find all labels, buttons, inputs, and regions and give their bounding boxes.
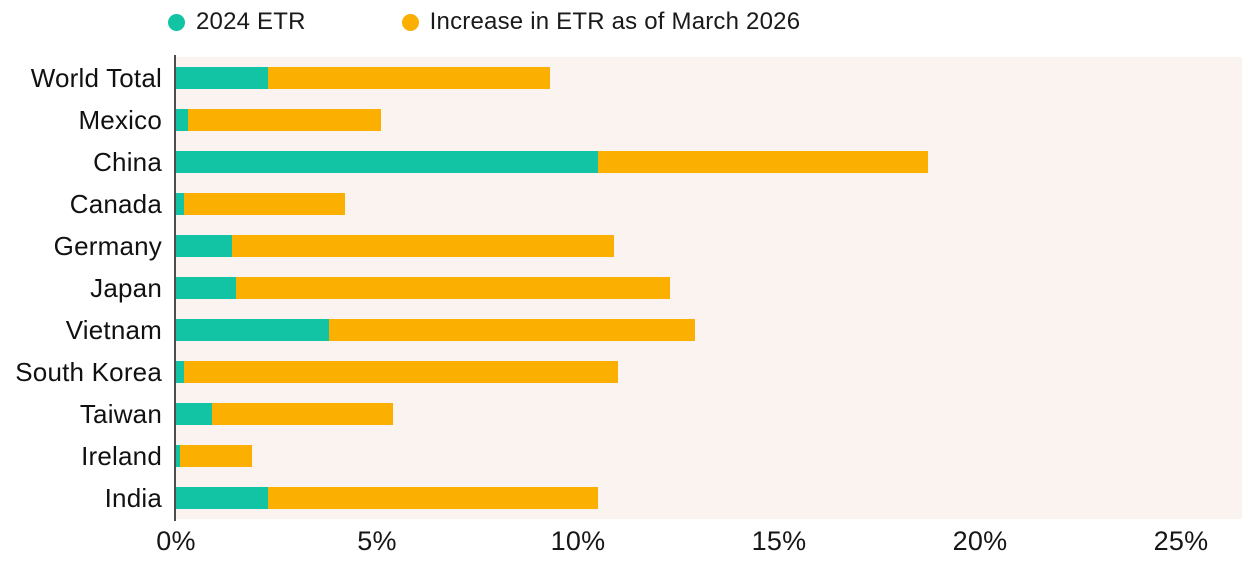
bar-segment-increase-in-etr-as-of-march-2026 <box>188 109 381 131</box>
chart-row-taiwan: Taiwan <box>0 393 1242 435</box>
bar-segment-2024-etr <box>176 403 213 425</box>
stacked-bar <box>176 487 599 509</box>
stacked-bar <box>176 445 253 467</box>
bar-segment-increase-in-etr-as-of-march-2026 <box>328 319 695 341</box>
chart-row-world-total: World Total <box>0 57 1242 99</box>
stacked-bar <box>176 151 928 173</box>
legend-label-2024-etr: 2024 ETR <box>196 8 306 35</box>
chart-row-mexico: Mexico <box>0 99 1242 141</box>
chart-row-south-korea: South Korea <box>0 351 1242 393</box>
category-label: Ireland <box>81 440 162 471</box>
bar-rows: World Total Mexico China Canada Germany Japan… <box>0 57 1242 519</box>
bar-segment-increase-in-etr-as-of-march-2026 <box>212 403 394 425</box>
bar-segment-increase-in-etr-as-of-march-2026 <box>184 361 619 383</box>
bar-segment-increase-in-etr-as-of-march-2026 <box>268 487 599 509</box>
stacked-bar <box>176 235 615 257</box>
chart-row-india: India <box>0 477 1242 519</box>
category-label: Vietnam <box>65 314 162 345</box>
bar-segment-increase-in-etr-as-of-march-2026 <box>268 67 550 89</box>
stacked-bar <box>176 319 695 341</box>
x-tick-label-10pct: 10% <box>550 526 606 556</box>
bar-segment-2024-etr <box>176 445 181 467</box>
bar-segment-2024-etr <box>176 361 185 383</box>
bar-segment-2024-etr <box>176 235 233 257</box>
stacked-bar <box>176 67 550 89</box>
stacked-bar <box>176 403 394 425</box>
legend-dot-orange-icon <box>401 13 419 31</box>
legend-label-increase-etr: Increase in ETR as of March 2026 <box>429 8 801 35</box>
chart-row-vietnam: Vietnam <box>0 309 1242 351</box>
x-tick-label-5pct: 5% <box>357 526 397 556</box>
bar-segment-2024-etr <box>176 277 237 299</box>
bar-segment-increase-in-etr-as-of-march-2026 <box>180 445 253 467</box>
chart-legend: 2024 ETR Increase in ETR as of March 202… <box>168 8 800 36</box>
chart-row-ireland: Ireland <box>0 435 1242 477</box>
x-axis-tick-labels: 0% 5% 10% 15% 20% 25% <box>0 526 1242 562</box>
bar-segment-2024-etr <box>176 319 329 341</box>
stacked-bar <box>176 361 619 383</box>
stacked-bar <box>176 277 671 299</box>
y-axis-line <box>174 55 176 521</box>
category-label: Germany <box>53 230 162 261</box>
category-label: Mexico <box>78 104 162 135</box>
x-tick-label-25pct: 25% <box>1153 526 1209 556</box>
bar-segment-increase-in-etr-as-of-march-2026 <box>598 151 928 173</box>
category-label: India <box>104 482 162 513</box>
chart-row-japan: Japan <box>0 267 1242 309</box>
stacked-bar <box>176 109 381 131</box>
bar-segment-2024-etr <box>176 67 269 89</box>
chart-row-china: China <box>0 141 1242 183</box>
category-label: Japan <box>90 272 162 303</box>
bar-segment-increase-in-etr-as-of-march-2026 <box>236 277 671 299</box>
legend-item-2024-etr: 2024 ETR <box>168 8 306 36</box>
category-label: Canada <box>69 188 162 219</box>
legend-item-increase-etr: Increase in ETR as of March 2026 <box>401 8 801 36</box>
bar-segment-increase-in-etr-as-of-march-2026 <box>184 193 345 215</box>
bar-segment-2024-etr <box>176 193 185 215</box>
category-label: South Korea <box>15 356 162 387</box>
x-tick-label-0pct: 0% <box>156 526 196 556</box>
bar-segment-2024-etr <box>176 109 189 131</box>
category-label: Taiwan <box>79 398 162 429</box>
bar-segment-increase-in-etr-as-of-march-2026 <box>232 235 615 257</box>
chart-row-canada: Canada <box>0 183 1242 225</box>
category-label: World Total <box>30 62 162 93</box>
chart-row-germany: Germany <box>0 225 1242 267</box>
x-tick-label-20pct: 20% <box>952 526 1008 556</box>
stacked-bar <box>176 193 345 215</box>
category-label: China <box>93 146 162 177</box>
bar-segment-2024-etr <box>176 487 269 509</box>
legend-dot-teal-icon <box>168 13 185 31</box>
bar-segment-2024-etr <box>176 151 599 173</box>
x-tick-label-15pct: 15% <box>751 526 807 556</box>
